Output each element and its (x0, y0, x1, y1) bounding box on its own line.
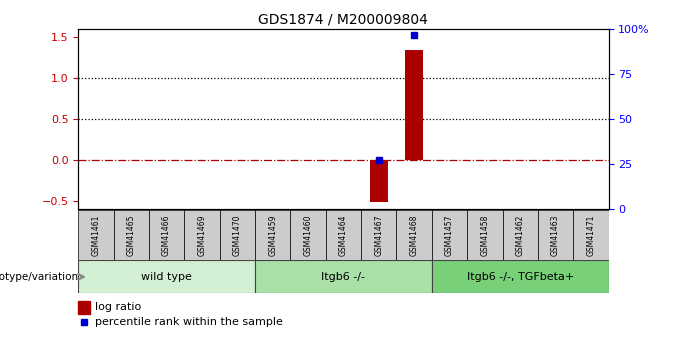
Text: GSM41461: GSM41461 (91, 215, 101, 256)
Bar (149, 210, 184, 260)
Text: Itgb6 -/-, TGFbeta+: Itgb6 -/-, TGFbeta+ (466, 272, 574, 282)
Text: GSM41469: GSM41469 (197, 215, 207, 256)
Text: GSM41470: GSM41470 (233, 215, 242, 256)
Text: log ratio: log ratio (95, 302, 141, 312)
Text: GSM41459: GSM41459 (268, 215, 277, 256)
Bar (405, 50, 423, 160)
Bar (432, 210, 467, 260)
Text: GSM41468: GSM41468 (409, 215, 419, 256)
Bar (370, 160, 388, 202)
Text: GSM41464: GSM41464 (339, 215, 348, 256)
Text: GSM41471: GSM41471 (586, 215, 596, 256)
Bar (255, 260, 432, 293)
Bar (361, 210, 396, 260)
Text: GSM41460: GSM41460 (303, 215, 313, 256)
Bar (396, 210, 432, 260)
Text: GSM41466: GSM41466 (162, 215, 171, 256)
Bar (184, 210, 220, 260)
Bar (467, 210, 503, 260)
Bar (290, 210, 326, 260)
Title: GDS1874 / M200009804: GDS1874 / M200009804 (258, 13, 428, 27)
Text: percentile rank within the sample: percentile rank within the sample (95, 317, 283, 327)
Bar (78, 260, 255, 293)
Text: GSM41465: GSM41465 (126, 215, 136, 256)
Bar (255, 210, 290, 260)
Bar (432, 260, 609, 293)
Bar (114, 210, 149, 260)
Text: GSM41463: GSM41463 (551, 215, 560, 256)
Text: GSM41467: GSM41467 (374, 215, 384, 256)
Bar (220, 210, 255, 260)
Bar (538, 210, 573, 260)
Bar (503, 210, 538, 260)
Bar (78, 301, 90, 314)
Bar (573, 210, 609, 260)
Text: GSM41462: GSM41462 (515, 215, 525, 256)
Text: GSM41458: GSM41458 (480, 215, 490, 256)
Bar (326, 210, 361, 260)
Text: wild type: wild type (141, 272, 192, 282)
Bar (78, 210, 114, 260)
Text: Itgb6 -/-: Itgb6 -/- (322, 272, 365, 282)
Text: genotype/variation: genotype/variation (0, 272, 78, 282)
Text: GSM41457: GSM41457 (445, 215, 454, 256)
